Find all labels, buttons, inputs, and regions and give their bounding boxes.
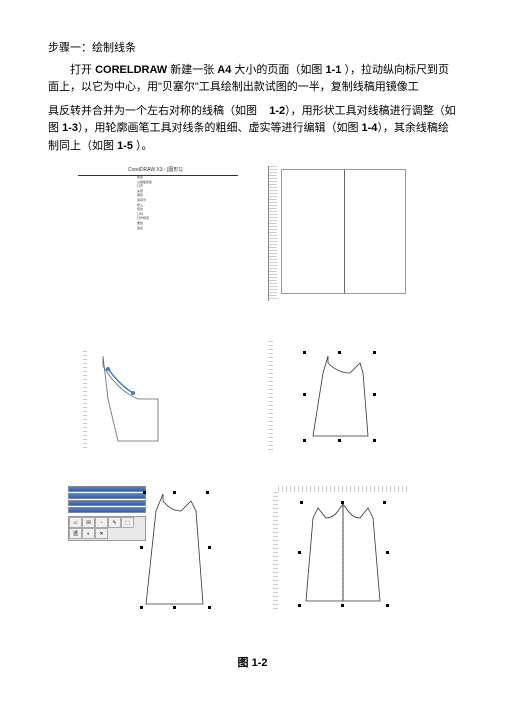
paragraph-3: 具反转并合并为一个左右对称的线稿（如图 1-2），用形状工具对线稿进行调整（如图… xyxy=(48,103,457,156)
selection-node xyxy=(208,606,211,609)
selection-node xyxy=(206,491,209,494)
selection-node xyxy=(298,551,301,554)
half-pattern-outline xyxy=(103,356,158,441)
figure-6-mirrored xyxy=(268,486,413,616)
vertical-ruler xyxy=(269,166,277,301)
software-name: CORELDRAW xyxy=(95,64,167,76)
text-p3-end: ）。 xyxy=(133,140,153,152)
fig-ref-3: 1-3 xyxy=(62,122,78,134)
page-content: 步骤一：绘制线条 打开 CORELDRAW 新建一张 A4 大小的页面（如图 1… xyxy=(0,0,505,690)
pattern-outline xyxy=(313,356,368,436)
selection-node xyxy=(338,439,341,442)
paragraph-2: 打开 CORELDRAW 新建一张 A4 大小的页面（如图 1-1 ），拉动纵向… xyxy=(48,62,457,97)
pattern-right xyxy=(343,504,380,601)
step-heading: 步骤一：绘制线条 xyxy=(48,40,457,58)
step-title: 步骤一：绘制线条 xyxy=(48,42,136,54)
text-mid2: 大小的页面（如图 xyxy=(231,64,325,76)
pattern-svg xyxy=(268,341,413,451)
selection-node xyxy=(300,501,303,504)
fig-ref-5: 1-5 xyxy=(117,140,133,152)
selection-node xyxy=(373,393,376,396)
center-guide xyxy=(344,170,345,293)
selection-node xyxy=(341,604,344,607)
text-p3-start: 具反转并合并为一个左右对称的线稿（如图 xyxy=(48,105,257,117)
selection-node xyxy=(303,439,306,442)
curve-svg xyxy=(83,351,203,451)
text-open: 打开 xyxy=(70,64,95,76)
selection-node xyxy=(298,604,301,607)
pattern-outline xyxy=(146,494,203,604)
pattern-svg xyxy=(68,486,233,616)
figures-area: CorelDRAW X3 - [图形1] 新建 从模板新建 打开 关闭 保存 另… xyxy=(48,166,457,646)
figure-2-page xyxy=(268,166,413,301)
menu-item: 退出 xyxy=(136,226,181,231)
figure-1-window: CorelDRAW X3 - [图形1] 新建 从模板新建 打开 关闭 保存 另… xyxy=(78,166,238,286)
selection-node xyxy=(373,439,376,442)
selection-node xyxy=(386,551,389,554)
selection-node xyxy=(303,393,306,396)
selection-node xyxy=(173,606,176,609)
selection-node xyxy=(341,501,344,504)
selection-node xyxy=(143,491,146,494)
text-mid1: 新建一张 xyxy=(167,64,217,76)
curve-node xyxy=(106,367,110,371)
mirrored-pattern-svg xyxy=(268,486,413,616)
selection-node xyxy=(383,501,386,504)
text-p3-mid2: ），用轮廓画笔工具对线条的粗细、虚实等进行编辑（如图 xyxy=(78,122,362,134)
figure-4-pattern xyxy=(268,341,413,451)
selection-node xyxy=(140,606,143,609)
pattern-left xyxy=(306,504,343,601)
selection-node xyxy=(338,351,341,354)
selection-node xyxy=(140,546,143,549)
fig-ref-1: 1-1 xyxy=(325,64,341,76)
bezier-curve xyxy=(108,369,133,393)
selection-node xyxy=(303,351,306,354)
selection-node xyxy=(386,604,389,607)
fig-ref-4: 1-4 xyxy=(362,122,378,134)
selection-node xyxy=(173,491,176,494)
page-size: A4 xyxy=(217,64,231,76)
selection-node xyxy=(208,546,211,549)
window-titlebar: CorelDRAW X3 - [图形1] xyxy=(78,166,238,176)
figure-3-curve xyxy=(83,351,203,451)
fig-ref-2: 1-2 xyxy=(269,105,285,117)
page-outline xyxy=(281,169,406,294)
dropdown-menu: 新建 从模板新建 打开 关闭 保存 另存为 导入 导出 打印 打印预览 属性 退… xyxy=(136,176,181,231)
text-block: 步骤一：绘制线条 打开 CORELDRAW 新建一张 A4 大小的页面（如图 1… xyxy=(48,40,457,156)
figure-caption: 图 1-2 xyxy=(48,654,457,670)
figure-5-toolbar: ▱ ☒ ▫ ✎ ⬚ 透 ◐ ✕ xyxy=(68,486,233,616)
selection-node xyxy=(373,351,376,354)
